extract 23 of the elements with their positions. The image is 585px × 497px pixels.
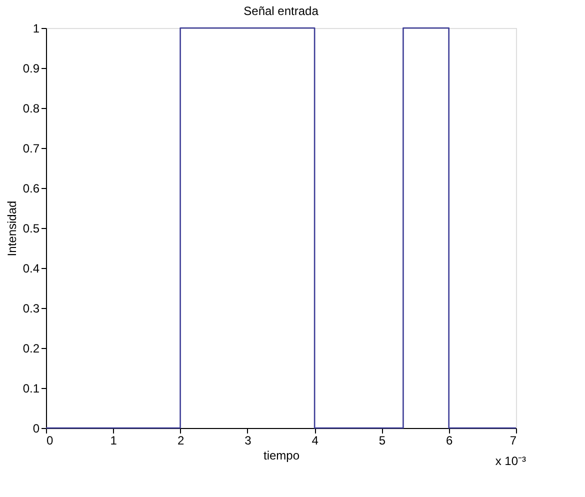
chart-title: Señal entrada xyxy=(244,4,319,18)
x-axis-title: tiempo xyxy=(263,448,300,462)
y-tick-label: 0.5 xyxy=(22,222,40,236)
y-tick-label: 0.4 xyxy=(22,262,40,276)
x-tick-label: 0 xyxy=(46,434,54,448)
x-tick-label: 1 xyxy=(110,434,118,448)
x-tick-label: 2 xyxy=(177,434,184,448)
y-tick-label: 0.1 xyxy=(22,382,40,396)
y-tick-label: 0.7 xyxy=(22,142,40,156)
x-tick-label: 7 xyxy=(510,434,517,448)
y-tick-label: 0 xyxy=(32,422,40,436)
x-tick-label: 5 xyxy=(378,434,386,448)
y-tick-label: 0.9 xyxy=(22,62,40,76)
y-tick-label: 0.6 xyxy=(22,182,40,196)
x-tick-label: 3 xyxy=(244,434,252,448)
y-tick-label: 0.8 xyxy=(22,102,40,116)
x-tick-label: 4 xyxy=(312,434,319,448)
text: x 10⁻³ xyxy=(495,454,526,468)
y-tick-label: 0.3 xyxy=(22,302,40,316)
y-tick-label: 0.2 xyxy=(22,342,40,356)
y-tick-label: 1 xyxy=(32,22,40,36)
x-tick-label: 6 xyxy=(446,434,454,448)
y-axis-title: Intensidad xyxy=(4,200,19,256)
